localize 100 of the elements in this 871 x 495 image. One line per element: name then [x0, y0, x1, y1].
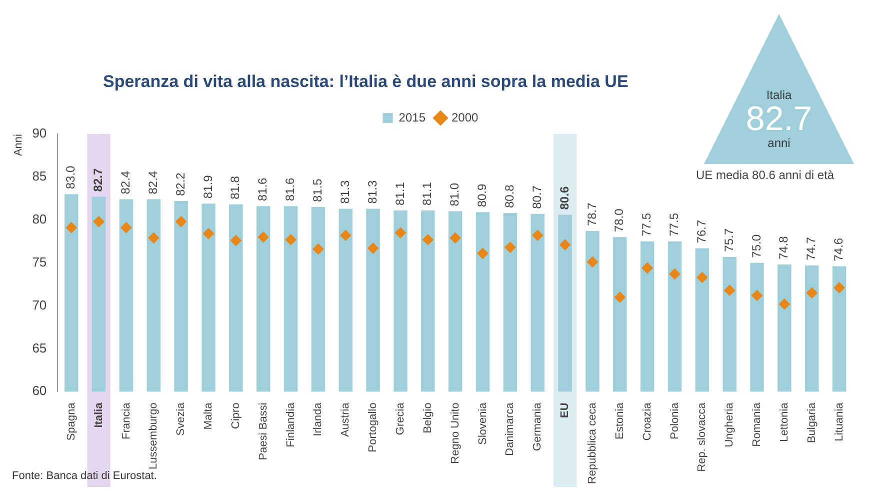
- y-tick-label: 70: [32, 297, 47, 312]
- x-tick-label: EU: [559, 402, 572, 418]
- point: [586, 256, 598, 268]
- x-tick-label: Regno Unito: [449, 402, 462, 464]
- x-tick-label: Spagna: [65, 402, 78, 441]
- point: [203, 228, 214, 240]
- point: [422, 234, 434, 246]
- x-tick-label: Danimarca: [504, 402, 516, 456]
- legend-label: 2000: [452, 110, 479, 124]
- y-tick-label: 60: [32, 383, 47, 398]
- point: [834, 282, 845, 294]
- data-label: 82.4: [118, 170, 133, 194]
- point: [258, 232, 269, 243]
- point: [806, 287, 818, 298]
- data-label: 78.0: [612, 208, 626, 232]
- annotation: 82.7: [744, 100, 814, 138]
- data-label: 74.6: [832, 238, 846, 262]
- data-label: 81.8: [228, 176, 242, 200]
- data-label: 77.5: [640, 212, 654, 236]
- point: [532, 230, 544, 241]
- x-tick-label: Croazia: [641, 402, 654, 441]
- point: [450, 232, 461, 244]
- data-label: 80.6: [557, 186, 572, 210]
- x-tick-label: Lettonia: [778, 402, 790, 442]
- x-tick-label: Bulgaria: [806, 402, 818, 444]
- point: [148, 232, 160, 244]
- point: [312, 244, 324, 255]
- x-tick-label: Francia: [120, 402, 132, 440]
- data-label: 78.7: [584, 202, 599, 226]
- x-tick-label: Italia: [92, 402, 105, 428]
- point: [66, 222, 77, 234]
- x-tick-label: Malta: [202, 402, 215, 430]
- y-tick-label: 85: [32, 168, 47, 184]
- data-label: 80.8: [502, 184, 516, 208]
- data-label: 82.7: [91, 168, 106, 192]
- point: [696, 272, 708, 283]
- x-tick-label: Finlandia: [284, 402, 297, 448]
- point: [504, 242, 516, 253]
- y-tick-label: 90: [32, 126, 47, 141]
- x-tick-label: Polonia: [668, 402, 681, 440]
- point: [778, 298, 790, 310]
- x-tick-label: Germania: [532, 402, 544, 451]
- x-tick-label: Repubblica ceca: [586, 402, 598, 484]
- point: [614, 292, 626, 303]
- data-label: 82.2: [173, 172, 188, 196]
- point: [724, 284, 736, 296]
- y-tick-label: 75: [32, 254, 47, 270]
- x-tick-label: Rep. slovacca: [696, 402, 708, 472]
- point: [394, 227, 406, 238]
- point: [669, 268, 680, 280]
- data-label: 74.7: [804, 236, 818, 260]
- source-note: Fonte: Banca dati di Eurostat.: [12, 470, 157, 482]
- point: [477, 248, 488, 259]
- point: [176, 216, 187, 228]
- point: [560, 239, 571, 250]
- x-tick-label: Paesi Bassi: [257, 402, 270, 460]
- point: [285, 234, 296, 246]
- data-label: 81.6: [283, 177, 298, 202]
- data-label: 75.0: [749, 234, 764, 258]
- legend-label: 2015: [398, 110, 426, 124]
- point: [340, 230, 352, 241]
- data-label: 81.5: [310, 178, 325, 202]
- data-label: 81.3: [338, 180, 352, 204]
- x-tick-label: Romania: [751, 402, 764, 447]
- point: [642, 262, 653, 274]
- point: [230, 235, 242, 246]
- y-tick-label: 80: [32, 211, 47, 226]
- data-label: 81.1: [392, 182, 407, 206]
- x-tick-label: Svezia: [175, 402, 188, 436]
- data-label: 81.0: [448, 182, 462, 206]
- x-tick-label: Belgio: [422, 402, 434, 434]
- data-label: 77.5: [667, 212, 682, 236]
- x-tick-label: Lituania: [833, 402, 846, 442]
- chart-title: Speranza di vita alla nascita: l’Italia è due anni sopra la media UE: [103, 72, 628, 92]
- x-tick-label: Irlanda: [312, 402, 324, 436]
- x-tick-label: Grecia: [394, 402, 407, 436]
- x-tick-label: Austria: [340, 402, 352, 437]
- data-label: 82.4: [146, 170, 160, 194]
- x-tick-label: Lussemburgo: [148, 402, 160, 470]
- data-label: 76.7: [694, 220, 708, 244]
- point: [120, 222, 132, 234]
- annotation: anni: [766, 136, 792, 150]
- x-tick-label: Portogallo: [367, 402, 380, 452]
- data-label: 81.3: [365, 180, 380, 204]
- data-label: 81.1: [420, 182, 434, 206]
- x-tick-label: Ungheria: [724, 402, 736, 448]
- x-tick-label: Cipro: [230, 402, 242, 429]
- annotation: UE media 80.6 anni di età: [696, 168, 834, 182]
- point: [93, 216, 104, 228]
- point: [752, 290, 763, 301]
- y-axis-title: Anni: [12, 134, 25, 156]
- data-label: 80.7: [530, 185, 544, 209]
- point: [368, 242, 379, 254]
- data-label: 80.9: [475, 183, 490, 208]
- data-label: 81.9: [200, 174, 215, 199]
- data-label: 83.0: [64, 165, 78, 190]
- data-label: 75.7: [722, 228, 736, 252]
- x-tick-label: Slovenia: [476, 402, 489, 445]
- text: Italia: [765, 88, 793, 102]
- x-tick-label: Estonia: [614, 402, 626, 440]
